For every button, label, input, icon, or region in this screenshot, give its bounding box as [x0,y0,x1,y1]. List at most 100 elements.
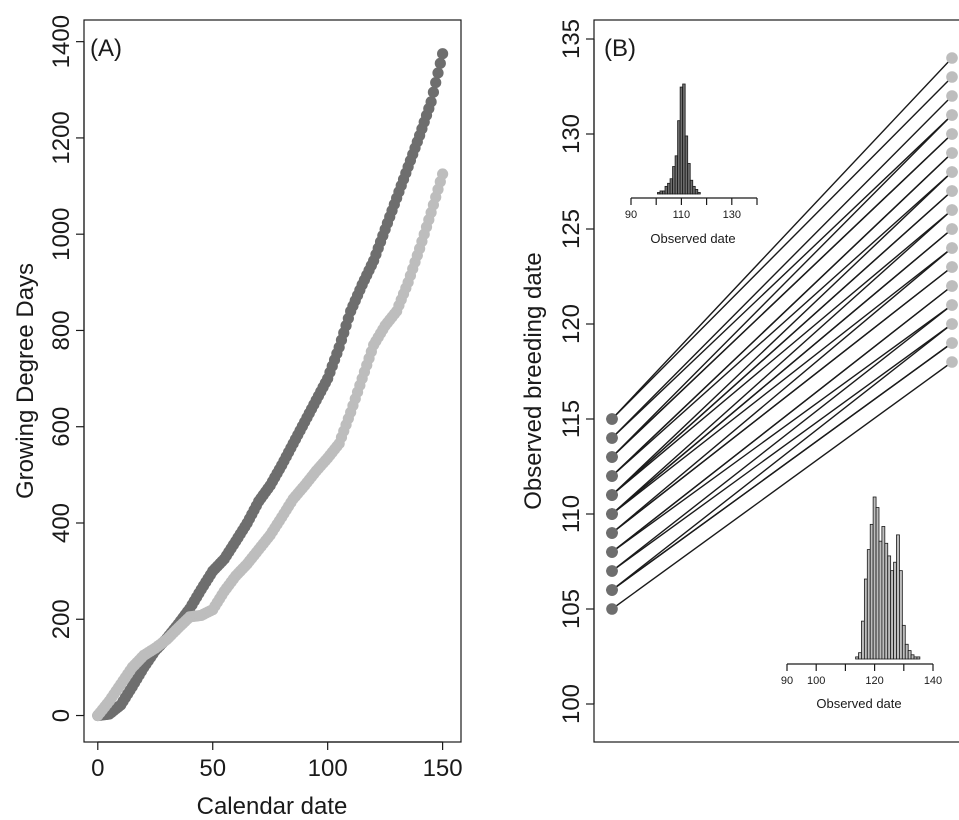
histogram-bar [893,561,897,660]
pair-line [611,209,953,496]
pair-line [611,266,953,534]
panel-a-x-axis: 0 50 100 150 [91,741,463,782]
x-tick-label: 0 [91,755,104,782]
late-point [946,128,958,140]
y-tick-label: 115 [558,400,585,438]
histogram-bar [881,526,886,660]
y-tick-label: 400 [48,503,75,543]
late-point [946,261,958,273]
histogram-bar [884,542,889,660]
y-tick-label: 1400 [48,15,75,68]
late-point [946,299,958,311]
pair-line [611,57,953,420]
inset-histogram-left: 90 110 130 Observed date [625,83,758,246]
pair-line [611,323,953,572]
late-point [946,223,958,235]
inset-left-x-axis: 90 110 130 [625,197,758,221]
late-point [946,71,958,83]
series-1-point [430,76,442,89]
pair-line [611,247,953,534]
series-1-point [432,67,444,79]
series-2-point [437,168,449,180]
x-tick-label: 100 [308,755,348,782]
histogram-bar [697,192,701,195]
panel-a-y-axis: 0 200 400 600 800 1000 1200 1400 [48,15,85,722]
histogram-bar [890,570,894,660]
y-tick-label: 200 [48,599,75,639]
inset-right-x-label: Observed date [816,696,901,711]
pair-line [611,114,953,458]
histogram-bar [907,650,912,660]
histogram-bar [910,654,915,660]
histogram-bar [863,578,868,660]
series-1-point [427,86,440,98]
panel-a-label: (A) [90,35,122,62]
panel-a: (A) 0 50 100 150 0200400600800100012001400 … [12,15,463,820]
y-tick-label: 100 [558,684,585,724]
early-point [606,527,618,539]
histogram-bar [866,549,871,660]
y-tick-label: 110 [558,495,585,533]
pair-line [611,95,953,439]
histogram-bar [878,540,883,660]
late-point [946,318,958,330]
inset-tick-label: 100 [807,675,825,687]
histogram-bar [913,656,918,660]
panel-b: (B) 100 105 110 115 120 125 130 135 Observed br… [520,19,959,743]
y-tick-label: 125 [558,209,585,249]
inset-left-bars [657,83,701,195]
y-tick-label: 135 [558,19,585,59]
pair-line [611,114,953,439]
panel-a-y-axis-label: Growing Degree Days [12,263,39,499]
early-point [606,451,618,463]
panel-b-y-axis-label: Observed breeding date [520,252,547,510]
inset-tick-label: 110 [673,209,691,221]
x-tick-label: 150 [423,755,463,782]
y-tick-label: 0 [48,709,75,722]
histogram-bar [861,620,865,660]
early-point [606,413,618,425]
late-point [946,52,958,64]
pair-line [611,190,953,496]
pair-line [611,228,953,515]
late-point [946,280,958,292]
series-1-point [437,48,449,60]
early-point [606,584,618,596]
histogram-bar [869,523,874,660]
histogram-bar [896,534,900,660]
pair-line [611,209,953,515]
early-point [606,470,618,482]
y-tick-label: 120 [558,304,585,344]
histogram-bar [872,496,877,660]
pair-line [611,76,953,420]
histogram-bar [694,189,699,195]
pair-line [611,285,953,553]
early-point [606,489,618,501]
pair-line [611,323,953,591]
late-point [946,147,958,159]
y-tick-label: 600 [48,407,75,447]
histogram-bar [916,656,921,660]
inset-right-bars [855,496,921,660]
pair-line [611,171,953,477]
histogram-bar [875,507,880,660]
late-point [946,337,958,349]
inset-tick-label: 140 [924,675,942,687]
late-point [946,242,958,254]
late-point [946,109,958,121]
late-point [946,166,958,178]
y-tick-label: 1000 [48,207,75,260]
early-point [606,508,618,520]
pair-line [611,171,953,496]
y-tick-label: 800 [48,310,75,350]
pair-line [611,133,953,458]
early-point [606,603,618,615]
y-tick-label: 130 [558,114,585,154]
series-1-point [434,57,446,69]
late-point [946,356,958,368]
inset-left-x-label: Observed date [650,231,735,246]
inset-right-x-axis: 90 100 120 140 [781,663,942,687]
late-point [946,204,958,216]
pair-line [611,304,953,553]
